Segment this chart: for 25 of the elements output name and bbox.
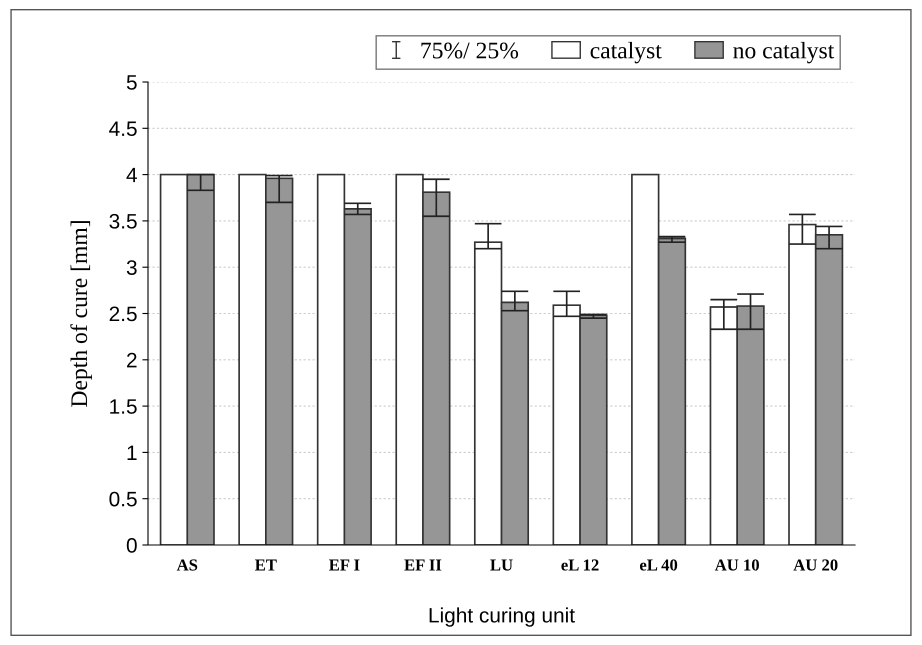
- legend-label: no catalyst: [733, 42, 834, 64]
- y-axis-title: Depth of cure [mm]: [70, 221, 92, 407]
- x-tick-label: AU 10: [714, 559, 759, 571]
- y-tick-label: 3.5: [109, 214, 137, 229]
- x-tick-label: AU 20: [793, 559, 838, 571]
- y-tick-label: 2.5: [110, 306, 137, 322]
- legend-label: catalyst: [590, 42, 662, 64]
- x-tick-label: ET: [255, 560, 277, 570]
- x-tick-label: LU: [490, 560, 513, 571]
- y-tick-label: 1.5: [110, 399, 137, 414]
- y-tick-label: 1: [128, 446, 137, 460]
- x-tick-label: eL 40: [640, 559, 678, 571]
- y-tick-label: 5: [126, 75, 137, 90]
- x-tick-label: EF II: [404, 560, 442, 570]
- y-tick-label: 2: [127, 352, 137, 368]
- y-tick-label: 4.5: [109, 122, 137, 136]
- y-tick-label: 0.5: [109, 492, 137, 506]
- y-tick-label: 0: [126, 538, 137, 553]
- y-tick-label: 3: [126, 260, 137, 275]
- x-tick-label: EF I: [329, 560, 360, 570]
- x-tick-label: eL 12: [561, 559, 599, 571]
- y-tick-label: 4: [126, 168, 137, 182]
- x-tick-label: AS: [176, 559, 198, 571]
- x-axis-title: Light curing unit: [430, 607, 575, 627]
- text: 75%/ 25%: [421, 42, 518, 59]
